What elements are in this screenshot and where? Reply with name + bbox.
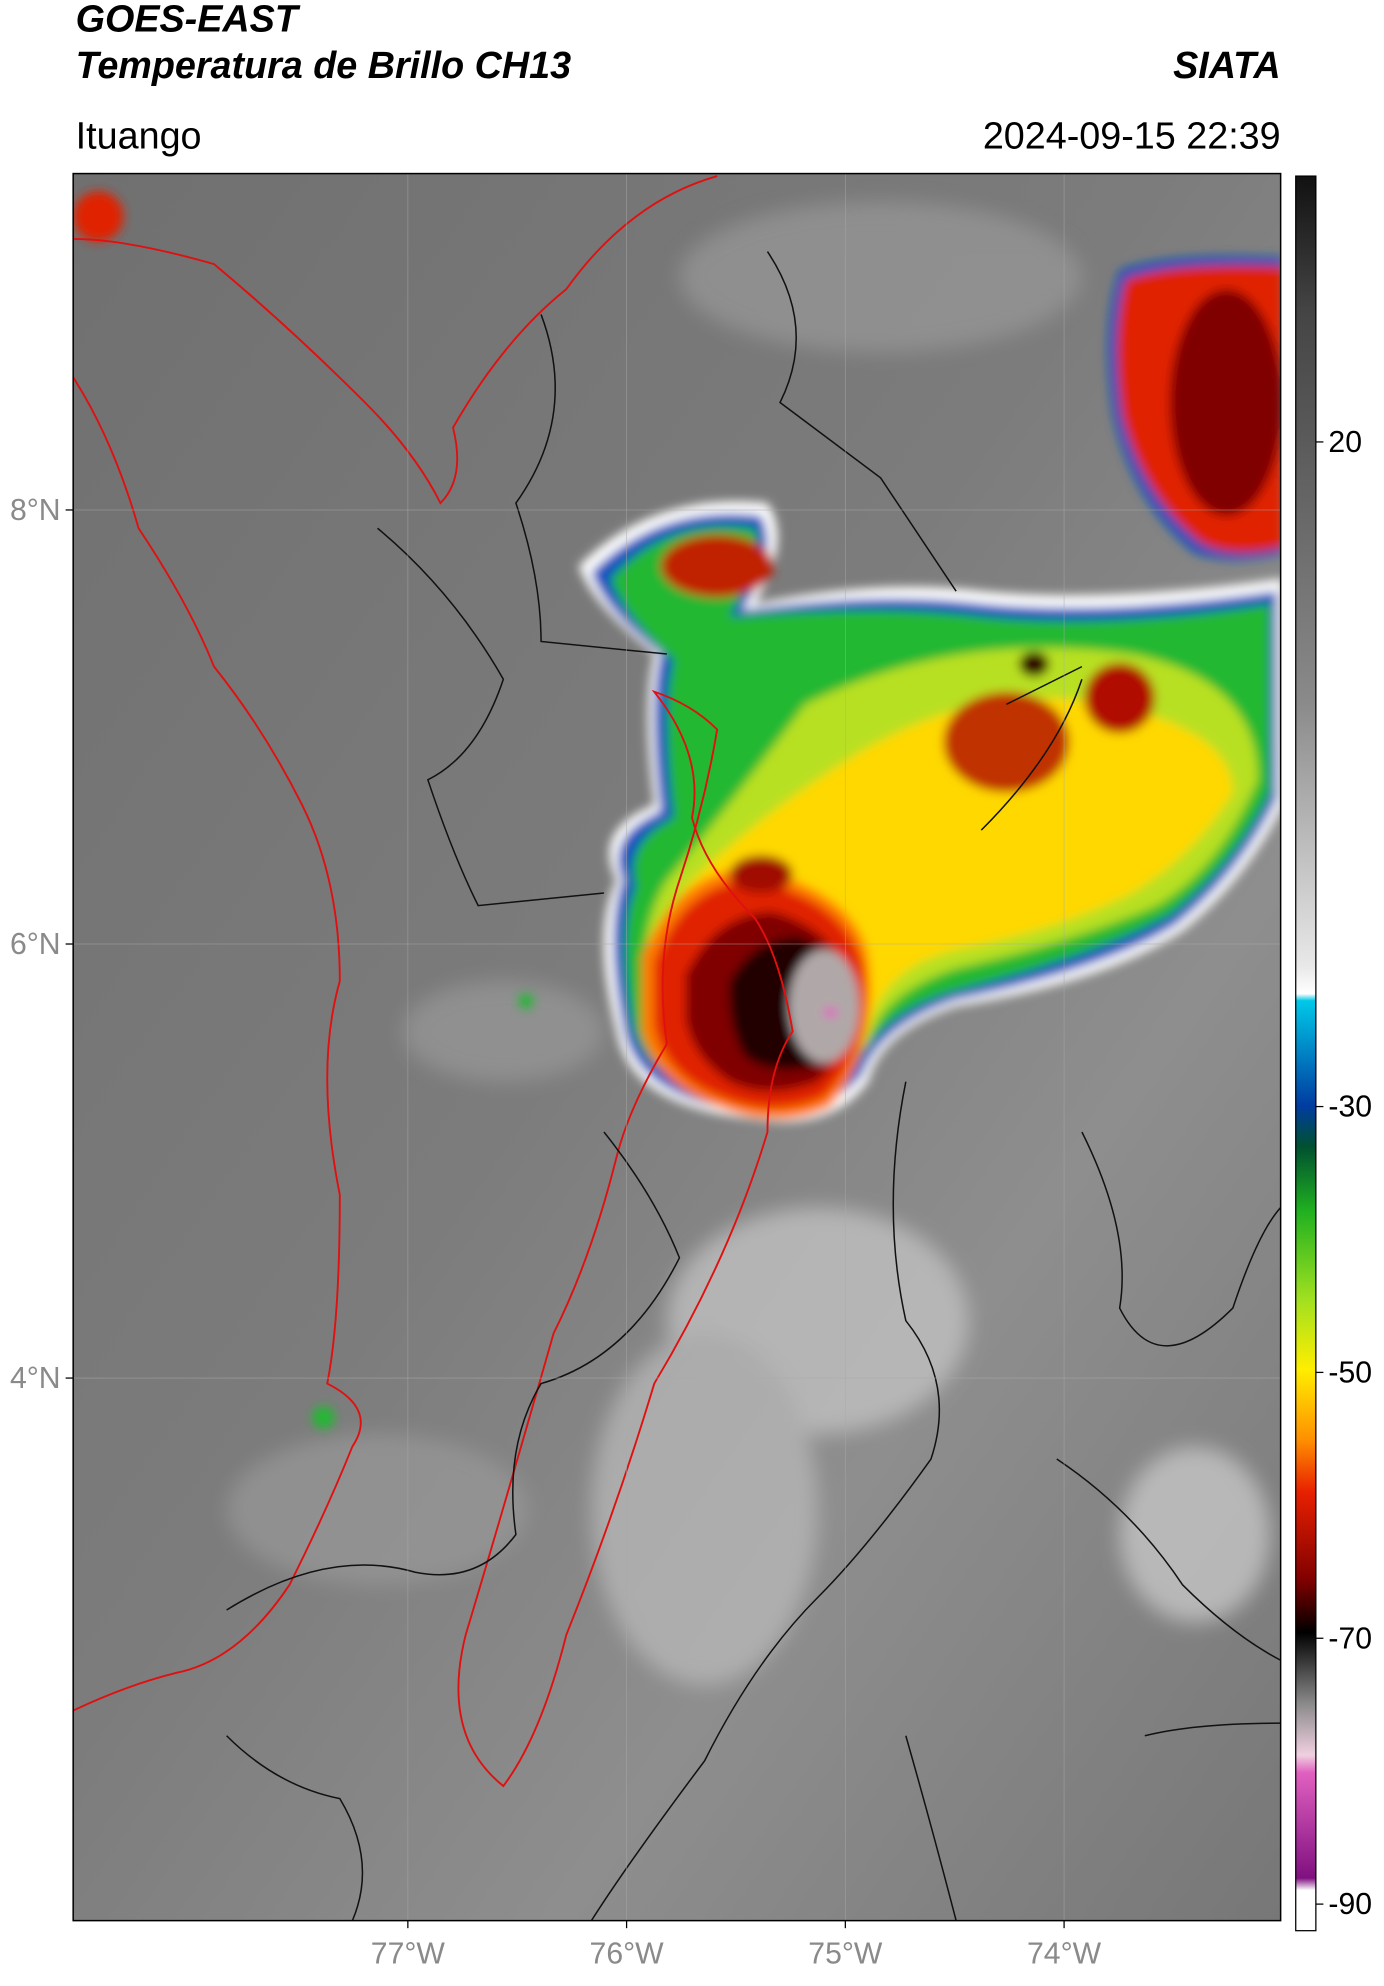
brand: SIATA	[1173, 44, 1281, 86]
colorbar-tick-label: 20	[1328, 426, 1362, 459]
title: GOES-EAST	[76, 0, 301, 39]
colorbar-tick-label: -50	[1328, 1356, 1372, 1389]
satellite-image	[73, 173, 1281, 1921]
colorbar-tick-label: -90	[1328, 1888, 1372, 1921]
location: Ituango	[76, 114, 202, 156]
y-tick-label: 4°N	[10, 1362, 61, 1395]
subtitle: Temperatura de Brillo CH13	[76, 44, 571, 86]
map-frame	[72, 172, 1282, 1922]
colorbar	[1295, 175, 1317, 1932]
x-tick-label: 77°W	[371, 1937, 446, 1970]
y-tick-label: 6°N	[10, 928, 61, 961]
x-tick-label: 75°W	[808, 1937, 883, 1970]
y-tick-label: 8°N	[10, 494, 61, 527]
x-tick-label: 74°W	[1027, 1937, 1102, 1970]
x-tick-label: 76°W	[590, 1937, 665, 1970]
timestamp: 2024-09-15 22:39	[983, 114, 1281, 156]
colorbar-tick-label: -70	[1328, 1622, 1372, 1655]
colorbar-tick-label: -30	[1328, 1091, 1372, 1124]
